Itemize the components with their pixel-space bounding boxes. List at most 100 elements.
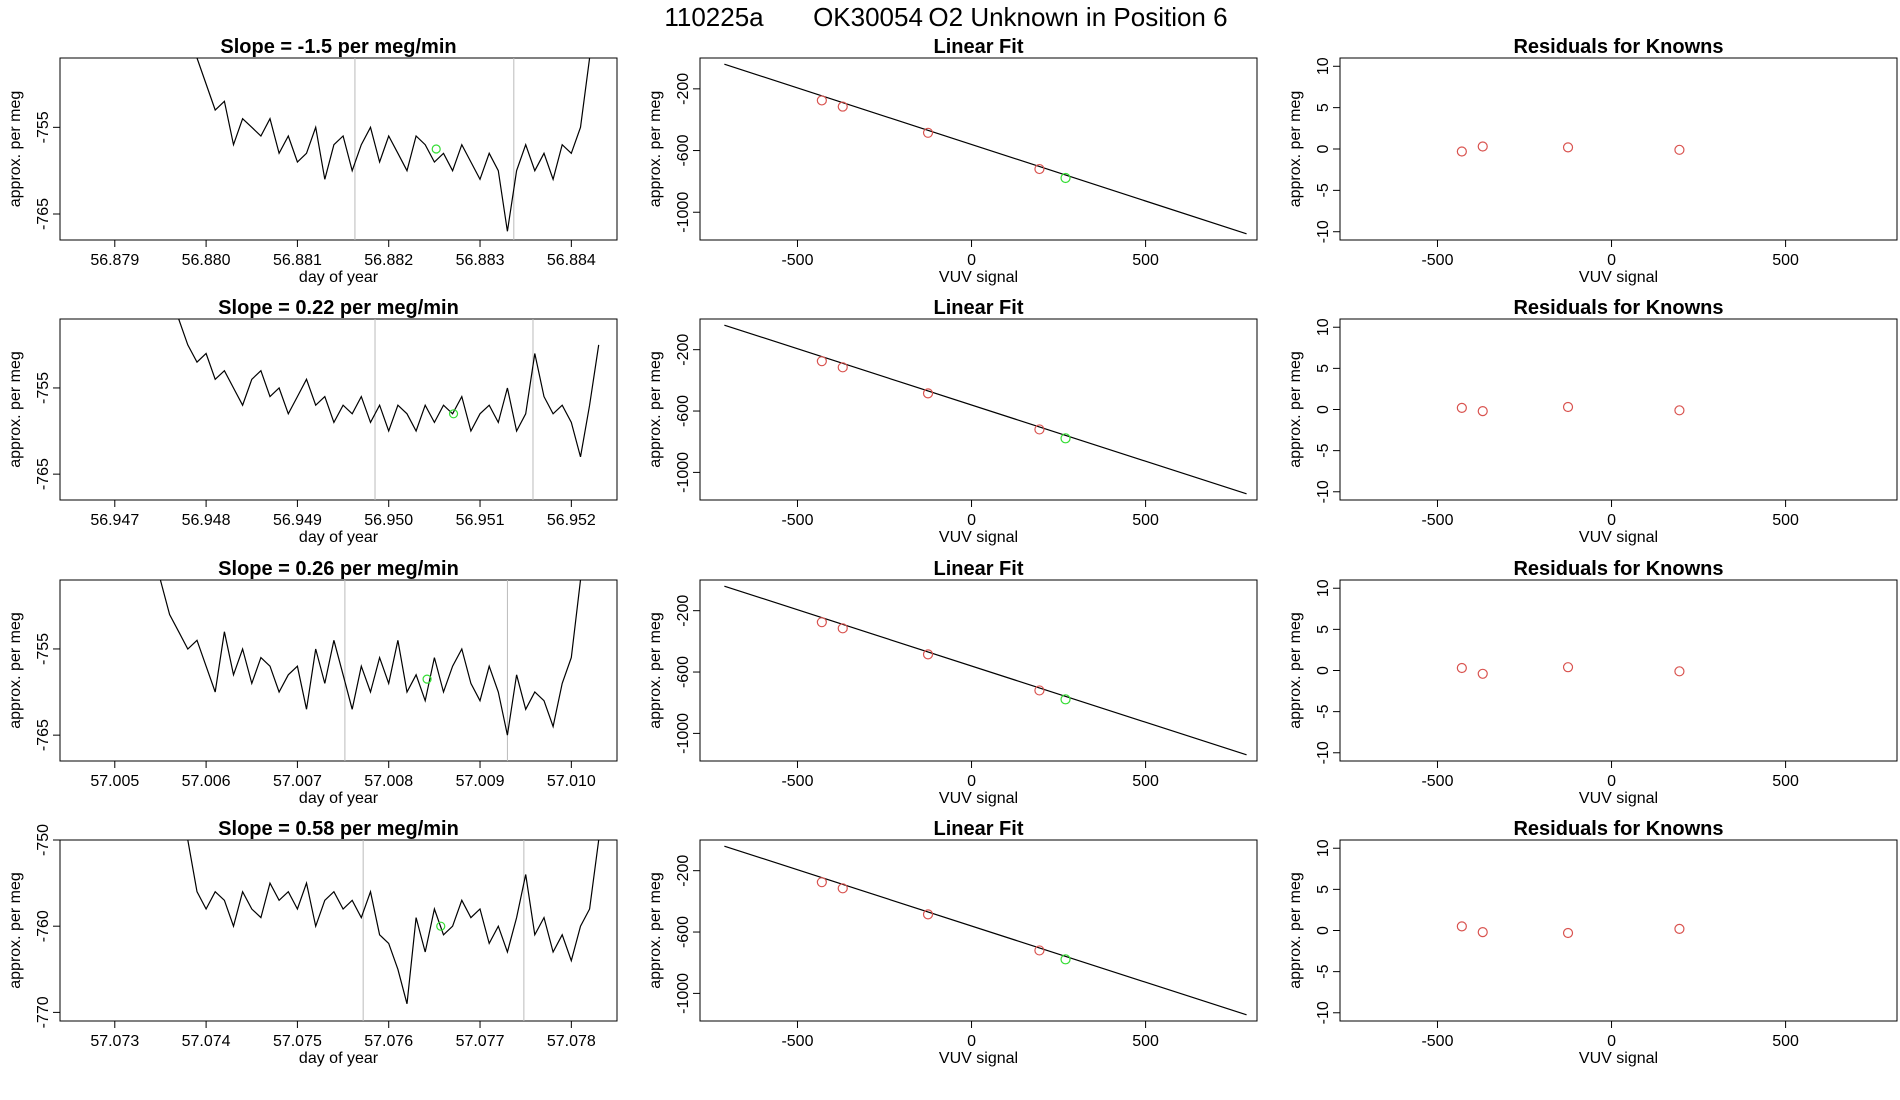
signal-trace: [178, 319, 600, 458]
x-tick-label: 0: [967, 252, 976, 269]
y-tick-label: 10: [1315, 579, 1332, 597]
figure-title-date: 110225a: [664, 2, 764, 32]
x-tick-label: 500: [1772, 1033, 1799, 1050]
y-axis-label: approx. per meg: [1287, 612, 1304, 729]
signal-trace: [159, 580, 582, 736]
figure-title-tank: OK30054: [813, 2, 923, 32]
known-point: [1562, 401, 1574, 413]
x-tick-label: 56.879: [90, 252, 139, 269]
y-tick-label: -765: [35, 458, 52, 490]
known-point: [922, 649, 934, 660]
y-axis-label: approx. per meg: [1287, 351, 1304, 468]
y-tick-label: -5: [1315, 964, 1332, 978]
x-tick-label: 56.883: [456, 252, 505, 269]
unknown-point: [431, 144, 441, 154]
panel-title: Linear Fit: [933, 297, 1023, 319]
y-tick-label: -760: [35, 910, 52, 942]
known-point: [816, 356, 827, 367]
plot-area: [178, 319, 600, 500]
y-axis-label: approx. per meg: [647, 91, 664, 208]
panel-r4c1: Slope = 0.58 per meg/min 57.073 57.074 57.0…: [7, 818, 618, 1067]
y-tick-label: -10: [1315, 741, 1332, 764]
figure-title-position: O2 Unknown in Position 6: [928, 2, 1227, 32]
known-point: [1456, 146, 1467, 157]
x-tick-label: 57.007: [273, 773, 322, 790]
known-point: [1477, 406, 1488, 417]
panel-title: Linear Fit: [933, 36, 1023, 58]
known-point: [837, 623, 848, 634]
panel-r2c3: Residuals for Knowns -500 0 500 10 5 0 -5 -10 VUV…: [1287, 297, 1898, 546]
panel-r2c2: Linear Fit -500 0 500 -200 -600 -1000 VUV signa…: [647, 297, 1258, 546]
y-tick-label: 5: [1315, 103, 1332, 112]
known-point: [1034, 945, 1045, 956]
x-axis-label: VUV signal: [1579, 529, 1658, 546]
fit-line: [724, 324, 1247, 495]
known-point: [816, 877, 827, 888]
x-tick-label: 56.882: [364, 252, 413, 269]
y-tick-label: -1000: [675, 452, 692, 493]
y-tick-label: -5: [1315, 443, 1332, 457]
panel-r3c1: Slope = 0.26 per meg/min 57.005 57.006 57.0…: [7, 558, 618, 807]
x-tick-label: -500: [1421, 1033, 1453, 1050]
x-tick-label: 0: [967, 512, 976, 529]
plot-frame: [59, 318, 618, 501]
y-axis-label: approx. per meg: [7, 351, 24, 468]
x-tick-label: 500: [1772, 252, 1799, 269]
known-point: [922, 909, 934, 920]
y-tick-label: 0: [1315, 144, 1332, 153]
panel-r4c2: Linear Fit -500 0 500 -200 -600 -1000 VUV signa…: [647, 818, 1258, 1067]
known-point: [837, 362, 848, 373]
x-axis-label: day of year: [299, 269, 379, 286]
x-tick-label: 0: [1607, 1033, 1616, 1050]
x-axis-label: VUV signal: [939, 529, 1018, 546]
y-axis-label: approx. per meg: [647, 872, 664, 989]
panel-title: Residuals for Knowns: [1513, 558, 1723, 580]
x-tick-label: -500: [1421, 252, 1453, 269]
plot-area: [724, 324, 1247, 495]
x-axis-label: VUV signal: [1579, 269, 1658, 286]
known-point: [1674, 666, 1685, 677]
known-point: [816, 617, 827, 628]
x-tick-label: -500: [781, 1033, 813, 1050]
known-point: [1674, 405, 1685, 416]
x-axis-label: day of year: [299, 790, 379, 807]
x-axis-label: VUV signal: [939, 269, 1018, 286]
x-tick-label: 0: [1607, 773, 1616, 790]
plot-frame: [1339, 318, 1898, 501]
plot-frame: [699, 579, 1258, 762]
known-point: [816, 95, 827, 106]
x-tick-label: 56.884: [547, 252, 596, 269]
fit-line: [724, 845, 1247, 1016]
plot-frame: [59, 579, 618, 762]
y-axis-label: approx. per meg: [7, 612, 24, 729]
x-tick-label: -500: [781, 252, 813, 269]
unknown-point: [1060, 172, 1071, 184]
x-tick-label: 500: [1132, 252, 1159, 269]
x-tick-label: -500: [1421, 773, 1453, 790]
known-point: [1562, 662, 1574, 673]
panel-title: Slope = -1.5 per meg/min: [220, 36, 456, 58]
y-tick-label: -5: [1315, 183, 1332, 197]
y-tick-label: -10: [1315, 1001, 1332, 1024]
x-tick-label: 0: [967, 1033, 976, 1050]
y-axis-label: approx. per meg: [1287, 872, 1304, 989]
x-tick-label: 0: [1607, 252, 1616, 269]
y-tick-label: -10: [1315, 480, 1332, 503]
y-tick-label: 5: [1315, 364, 1332, 373]
plot-area: [1456, 662, 1685, 679]
y-tick-label: 5: [1315, 625, 1332, 634]
x-axis-label: VUV signal: [1579, 1050, 1658, 1067]
panel-title: Slope = 0.22 per meg/min: [218, 297, 459, 319]
panel-r3c2: Linear Fit -500 0 500 -200 -600 -1000 VUV signa…: [647, 558, 1258, 807]
y-tick-label: -600: [675, 656, 692, 688]
panel-title: Residuals for Knowns: [1513, 297, 1723, 319]
plot-frame: [59, 57, 618, 241]
y-tick-label: 0: [1315, 666, 1332, 675]
x-tick-label: 500: [1772, 773, 1799, 790]
x-tick-label: 57.010: [547, 773, 596, 790]
x-tick-label: 500: [1772, 512, 1799, 529]
unknown-point: [436, 921, 446, 931]
y-tick-label: -1000: [675, 973, 692, 1014]
unknown-point: [1060, 433, 1071, 444]
